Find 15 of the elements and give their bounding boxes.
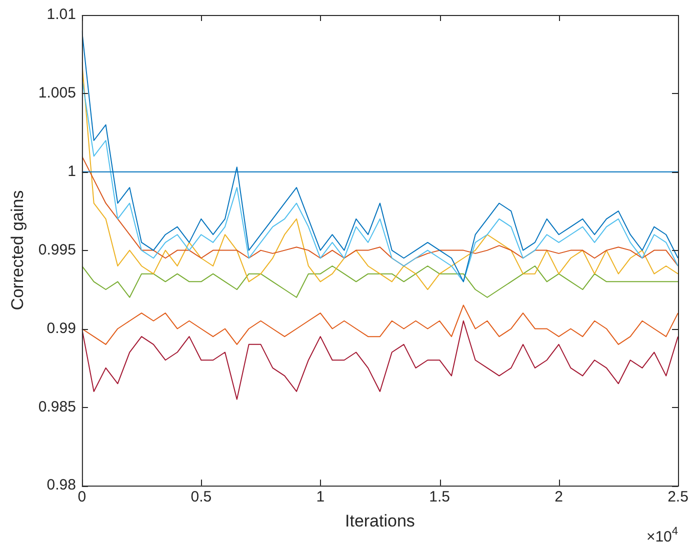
y-axis-title: Corrected gains [8, 190, 27, 310]
x-tick-label: 0.5 [190, 488, 212, 506]
y-tick-label: 0.98 [46, 476, 76, 494]
x-tick-label: 2.5 [668, 488, 688, 506]
x-tick-label: 2 [554, 488, 563, 506]
y-tick-label: 1.01 [46, 6, 76, 24]
y-tick-label: 1.005 [38, 84, 76, 102]
x-tick-label: 1.5 [429, 488, 450, 506]
x-tick-label: 0 [78, 488, 86, 506]
y-tick-label: 0.995 [38, 241, 76, 258]
y-tick-label: 0.985 [38, 398, 76, 416]
y-tick-label: 1 [68, 163, 76, 180]
y-tick-label: 0.99 [46, 320, 76, 337]
x-tick-label: 1 [316, 488, 325, 506]
x-axis-title: Iterations [345, 511, 415, 530]
